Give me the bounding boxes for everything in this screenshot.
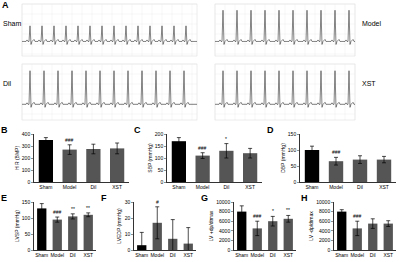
html-text:F: F — [101, 193, 107, 203]
svg-text:XST: XST — [112, 184, 122, 190]
svg-text:Dil: Dil — [370, 252, 376, 258]
svg-text:LV +dp/dtmax: LV +dp/dtmax — [208, 210, 214, 241]
svg-text:0: 0 — [327, 247, 330, 253]
svg-text:4000: 4000 — [319, 228, 330, 234]
svg-text:Model: Model — [150, 252, 164, 258]
svg-text:XST: XST — [383, 252, 393, 258]
svg-text:XST: XST — [379, 184, 389, 190]
svg-text:LVSP (mmHg): LVSP (mmHg) — [14, 210, 20, 242]
svg-text:###: ### — [53, 209, 62, 215]
svg-text:SBP (mmHg): SBP (mmHg) — [147, 143, 153, 173]
svg-text:6000: 6000 — [319, 218, 330, 224]
svg-text:200: 200 — [155, 131, 164, 137]
svg-text:Sham: Sham — [39, 184, 52, 190]
svg-text:100: 100 — [22, 167, 31, 173]
svg-text:0: 0 — [127, 247, 130, 253]
svg-text:8000: 8000 — [319, 208, 330, 214]
svg-text:Sham: Sham — [335, 252, 348, 258]
svg-text:#: # — [156, 199, 159, 205]
svg-text:DBP (mmHg): DBP (mmHg) — [280, 143, 286, 173]
html-text:H: H — [301, 193, 308, 203]
svg-text:Model: Model — [50, 252, 64, 258]
svg-text:Dil: Dil — [70, 252, 76, 258]
html-text:Model: Model — [362, 20, 382, 27]
svg-text:**: ** — [286, 207, 290, 213]
svg-text:Dil: Dil — [357, 184, 363, 190]
svg-text:400: 400 — [22, 131, 31, 137]
html-text:Sham: Sham — [3, 20, 22, 27]
svg-text:20: 20 — [125, 215, 131, 221]
svg-text:Dil: Dil — [170, 252, 176, 258]
svg-text:Model: Model — [329, 184, 343, 190]
svg-text:###: ### — [253, 213, 262, 219]
svg-text:100: 100 — [22, 215, 31, 221]
svg-text:Model: Model — [350, 252, 364, 258]
svg-text:###: ### — [198, 145, 207, 151]
html-text:E: E — [1, 193, 7, 203]
svg-text:Dil: Dil — [223, 184, 229, 190]
html-text:XST: XST — [362, 80, 376, 87]
svg-text:###: ### — [65, 137, 74, 143]
svg-text:0: 0 — [160, 179, 163, 185]
svg-text:LV -dp/dtmax: LV -dp/dtmax — [308, 211, 314, 241]
svg-text:2000: 2000 — [319, 237, 330, 243]
html-text:D: D — [267, 125, 274, 135]
svg-text:Sham: Sham — [35, 252, 48, 258]
svg-text:8000: 8000 — [219, 208, 230, 214]
svg-text:50: 50 — [158, 167, 164, 173]
svg-text:100: 100 — [155, 155, 164, 161]
svg-text:10: 10 — [125, 231, 131, 237]
svg-text:4000: 4000 — [219, 228, 230, 234]
svg-text:0: 0 — [27, 179, 30, 185]
svg-text:**: ** — [86, 205, 90, 211]
svg-text:0: 0 — [227, 247, 230, 253]
svg-text:10000: 10000 — [216, 199, 230, 205]
svg-text:XST: XST — [183, 252, 193, 258]
svg-text:###: ### — [332, 149, 341, 155]
html-text:Dil: Dil — [3, 80, 12, 87]
svg-text:50: 50 — [291, 163, 297, 169]
svg-text:H R (BMP): H R (BMP) — [14, 146, 20, 171]
svg-text:Sham: Sham — [235, 252, 248, 258]
svg-text:###: ### — [353, 213, 362, 219]
svg-text:2000: 2000 — [219, 237, 230, 243]
svg-text:50: 50 — [25, 231, 31, 237]
svg-text:150: 150 — [22, 199, 31, 205]
svg-text:XST: XST — [83, 252, 93, 258]
svg-text:LVEDP (mmHg): LVEDP (mmHg) — [116, 208, 122, 244]
svg-text:**: ** — [71, 206, 75, 212]
svg-text:10000: 10000 — [316, 199, 330, 205]
svg-text:Sham: Sham — [135, 252, 148, 258]
html-text:A: A — [2, 0, 9, 10]
svg-text:*: * — [225, 136, 227, 142]
svg-text:300: 300 — [22, 143, 31, 149]
html-text:C: C — [134, 125, 141, 135]
svg-text:200: 200 — [22, 155, 31, 161]
svg-text:0: 0 — [27, 247, 30, 253]
svg-text:Dil: Dil — [90, 184, 96, 190]
svg-text:XST: XST — [245, 184, 255, 190]
svg-text:Sham: Sham — [305, 184, 318, 190]
html-text:B: B — [1, 125, 8, 135]
svg-text:Sham: Sham — [172, 184, 185, 190]
svg-text:XST: XST — [283, 252, 293, 258]
svg-text:150: 150 — [288, 131, 297, 137]
svg-text:Model: Model — [196, 184, 210, 190]
svg-text:Model: Model — [250, 252, 264, 258]
svg-text:100: 100 — [288, 147, 297, 153]
html-text:G: G — [201, 193, 208, 203]
svg-text:6000: 6000 — [219, 218, 230, 224]
svg-text:150: 150 — [155, 143, 164, 149]
svg-text:Model: Model — [63, 184, 77, 190]
svg-text:Dil: Dil — [270, 252, 276, 258]
svg-text:*: * — [272, 208, 274, 214]
svg-text:30: 30 — [125, 199, 131, 205]
svg-text:0: 0 — [293, 179, 296, 185]
